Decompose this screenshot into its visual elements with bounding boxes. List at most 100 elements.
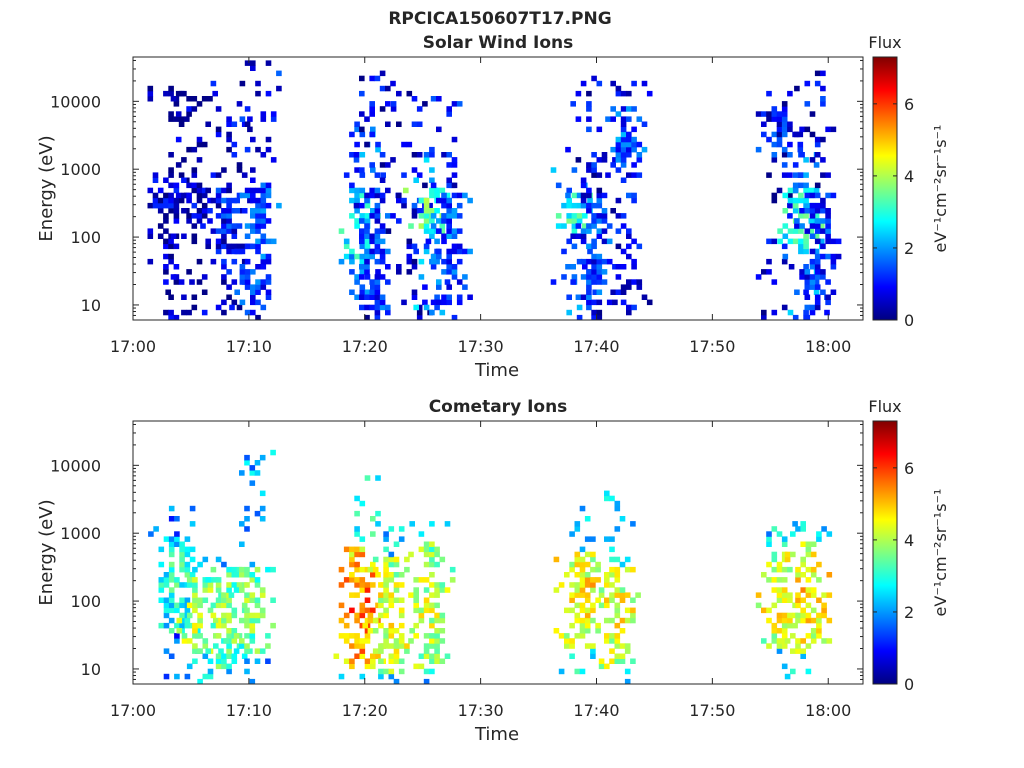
- flux-cell: [375, 141, 381, 148]
- flux-cell: [446, 228, 452, 234]
- flux-cell: [354, 294, 360, 300]
- flux-cell: [803, 289, 809, 295]
- flux-cell: [606, 299, 613, 306]
- flux-cell: [591, 162, 597, 168]
- flux-cell: [614, 633, 621, 639]
- flux-cell: [374, 192, 381, 199]
- flux-cell: [197, 602, 203, 609]
- flux-cell: [359, 274, 365, 280]
- flux-cell: [385, 101, 391, 107]
- flux-cell: [574, 612, 581, 619]
- flux-cell: [413, 248, 419, 255]
- flux-cell: [411, 213, 418, 219]
- flux-cell: [244, 612, 250, 619]
- flux-cell: [215, 228, 222, 234]
- flux-cell: [359, 253, 366, 260]
- flux-cell: [239, 643, 245, 649]
- flux-cell: [168, 172, 174, 178]
- flux-cell: [359, 90, 365, 97]
- flux-cell: [423, 208, 430, 214]
- flux-cell: [413, 304, 419, 311]
- flux-cell: [439, 617, 446, 624]
- x-tick-label: 17:40: [573, 337, 619, 356]
- flux-cell: [406, 253, 413, 260]
- flux-cell: [590, 577, 596, 583]
- flux-cell: [771, 577, 778, 583]
- flux-cell: [429, 582, 435, 588]
- flux-cell: [604, 582, 610, 588]
- flux-cell: [359, 243, 366, 250]
- flux-cell: [239, 572, 245, 578]
- flux-cell: [254, 470, 261, 476]
- flux-cell: [359, 673, 366, 680]
- flux-cell: [810, 638, 817, 644]
- flux-cell: [646, 90, 653, 97]
- flux-cell: [163, 197, 169, 204]
- flux-cell: [809, 223, 816, 229]
- flux-cell: [586, 106, 592, 112]
- flux-cell: [367, 628, 374, 634]
- flux-cell: [158, 597, 165, 603]
- flux-cell: [564, 607, 570, 614]
- flux-cell: [379, 274, 386, 280]
- flux-cell: [226, 638, 232, 644]
- flux-cell: [814, 299, 821, 306]
- flux-cell: [579, 592, 586, 598]
- x-tick-label: 18:00: [805, 701, 851, 720]
- flux-cell: [805, 587, 812, 593]
- flux-cell: [359, 566, 366, 573]
- flux-cell: [446, 182, 452, 189]
- flux-cell: [830, 289, 837, 295]
- flux-cell: [221, 592, 227, 598]
- flux-cell: [805, 566, 812, 573]
- flux-cell: [398, 612, 405, 619]
- flux-cell: [825, 294, 831, 300]
- flux-cell: [591, 167, 597, 173]
- flux-cell: [401, 202, 407, 209]
- flux-cell: [231, 228, 238, 234]
- flux-cell: [641, 294, 648, 300]
- flux-cell: [398, 638, 405, 644]
- flux-cell: [173, 264, 180, 270]
- flux-cell: [383, 638, 389, 644]
- flux-cell: [408, 223, 414, 229]
- flux-cell: [794, 131, 800, 138]
- flux-cell: [810, 617, 817, 624]
- x-tick-label: 17:50: [689, 337, 735, 356]
- flux-cell: [364, 617, 371, 624]
- flux-cell: [378, 602, 384, 609]
- flux-cell: [570, 101, 576, 107]
- flux-cell: [179, 597, 185, 603]
- flux-cell: [364, 141, 370, 148]
- flux-cell: [370, 167, 376, 173]
- flux-cell: [620, 248, 627, 255]
- flux-cell: [619, 516, 626, 522]
- flux-cell: [596, 202, 603, 209]
- flux-cell: [590, 536, 596, 542]
- flux-cell: [446, 152, 452, 158]
- flux-cell: [441, 233, 447, 239]
- flux-cell: [814, 182, 821, 189]
- flux-cell: [221, 167, 227, 173]
- flux-cell: [781, 663, 788, 670]
- flux-cell: [813, 162, 820, 168]
- flux-cell: [595, 628, 601, 634]
- flux-cell: [260, 253, 267, 260]
- flux-cell: [439, 556, 446, 563]
- flux-cell: [606, 258, 613, 265]
- flux-cell: [270, 238, 277, 245]
- flux-cell: [570, 279, 576, 285]
- flux-cell: [434, 633, 440, 639]
- flux-cell: [250, 284, 256, 290]
- burst-11: [784, 521, 833, 680]
- flux-cell: [601, 157, 608, 163]
- flux-cell: [398, 536, 405, 542]
- flux-cell: [569, 643, 575, 649]
- flux-cell: [236, 633, 243, 639]
- flux-cell: [349, 213, 355, 219]
- flux-cell: [590, 551, 596, 558]
- flux-cell: [354, 582, 360, 588]
- flux-cell: [439, 582, 446, 588]
- flux-cell: [215, 172, 222, 178]
- flux-cell: [388, 653, 395, 659]
